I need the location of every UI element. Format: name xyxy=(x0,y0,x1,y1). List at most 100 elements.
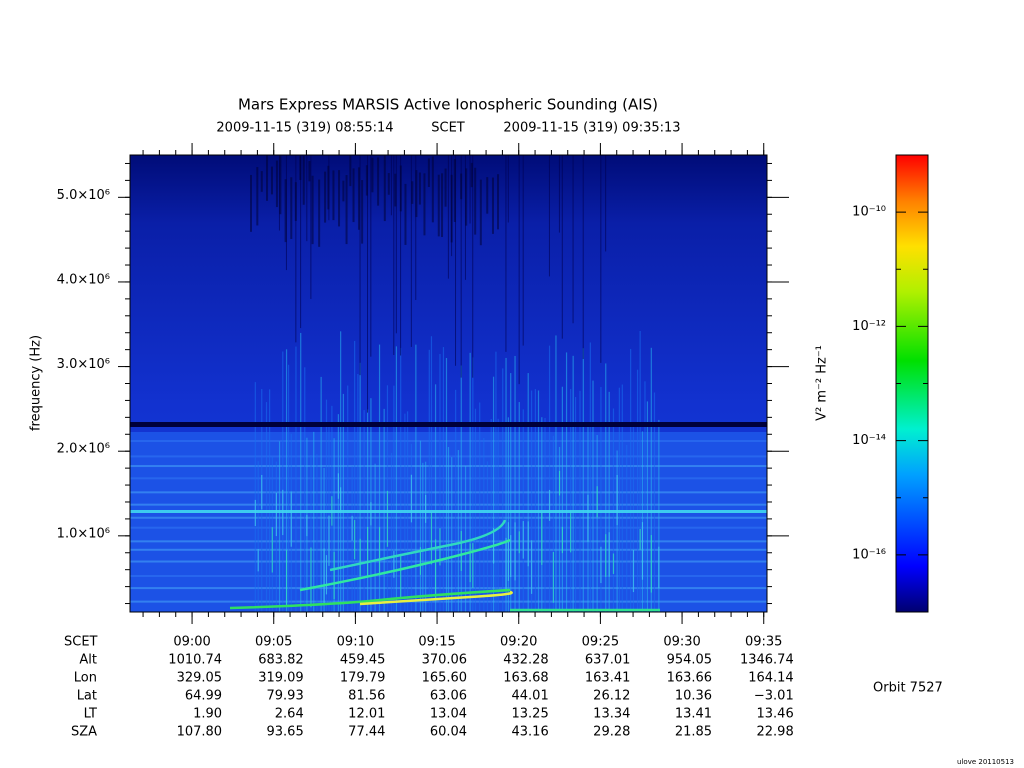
stripe-dark xyxy=(400,155,402,356)
top-dark xyxy=(486,177,489,214)
top-dark xyxy=(290,177,293,239)
stripe xyxy=(639,330,641,612)
stripe-hot xyxy=(530,540,533,594)
ephemeris-value: 163.68 xyxy=(503,671,549,686)
stripe xyxy=(579,390,581,612)
ephemeris-value: 164.14 xyxy=(748,671,794,686)
colorbar-tick-label: 10⁻¹⁶ xyxy=(852,547,886,562)
top-dark xyxy=(275,160,278,208)
dark-line xyxy=(130,422,767,427)
stripe-dark xyxy=(306,155,308,242)
stripe-hot xyxy=(527,521,529,567)
stripe-dark xyxy=(300,155,302,329)
ephemeris-name: LT xyxy=(84,707,97,722)
stripe-dark xyxy=(548,155,550,277)
stripe-hot xyxy=(608,532,610,577)
ephemeris-name: Lon xyxy=(74,671,97,686)
stripe xyxy=(374,463,376,612)
top-dark xyxy=(399,165,402,212)
stripe xyxy=(320,376,322,612)
stripe-hot xyxy=(460,531,462,571)
credit: ulove 20110513 xyxy=(957,758,1014,766)
stripe-dark xyxy=(469,155,471,224)
stripe xyxy=(304,367,306,612)
stripe xyxy=(469,352,471,612)
stripe-hot xyxy=(507,522,510,581)
stripe xyxy=(534,389,536,612)
x-tick-label: 09:10 xyxy=(337,635,374,650)
stripe xyxy=(621,384,623,612)
stripe xyxy=(419,440,422,612)
stripe-dark xyxy=(505,155,507,352)
stripe-hot xyxy=(370,502,372,526)
stripe-dark xyxy=(600,155,602,363)
top-dark xyxy=(302,155,305,205)
ephemeris-value: 954.05 xyxy=(667,653,713,668)
x-tick-label: 09:20 xyxy=(500,635,537,650)
stripe xyxy=(653,392,656,612)
echo-trace xyxy=(359,590,513,606)
stripe-hot xyxy=(419,547,422,575)
stripe xyxy=(325,399,328,612)
stripe xyxy=(378,344,381,612)
top-dark xyxy=(270,166,273,195)
stripe xyxy=(342,393,344,612)
x-tick-label: 09:00 xyxy=(173,635,210,650)
top-dark xyxy=(338,170,341,227)
top-dark xyxy=(371,157,374,193)
stripe-hot xyxy=(552,552,555,603)
ephemeris-value: 26.12 xyxy=(593,689,630,704)
y-tick-label: 2.0×10⁶ xyxy=(57,442,110,457)
ephemeris-value: 2.64 xyxy=(275,707,304,722)
top-dark xyxy=(299,155,302,180)
stripe xyxy=(605,363,607,612)
stripe-hot xyxy=(616,474,618,526)
stripe-dark xyxy=(415,155,417,300)
stripe-dark xyxy=(561,155,563,339)
stripe-dark xyxy=(310,155,312,299)
stripe-hot xyxy=(425,494,427,523)
stripe-hot xyxy=(306,514,308,537)
stripe xyxy=(574,396,577,612)
ephemeris-value: 79.93 xyxy=(267,689,304,704)
stripe xyxy=(422,462,424,612)
stripe xyxy=(447,447,450,612)
top-dark xyxy=(332,170,335,221)
stripe xyxy=(457,450,459,612)
stripe-hot xyxy=(271,527,273,573)
stripe-dark xyxy=(390,155,392,216)
ephemeris-value: 1010.74 xyxy=(168,653,222,668)
stripe xyxy=(390,452,393,612)
x-tick-label: 09:15 xyxy=(418,635,455,650)
stripe-hot xyxy=(340,487,342,513)
echo-trace xyxy=(329,519,507,572)
stripe-hot xyxy=(605,534,607,577)
stripe xyxy=(451,457,453,612)
stripe xyxy=(618,387,620,612)
x-axis-label: SCET xyxy=(64,635,98,650)
stripe xyxy=(483,438,485,612)
ephemeris-value: 13.04 xyxy=(430,707,467,722)
stripe xyxy=(357,374,359,612)
stripe xyxy=(410,443,413,612)
stripe-hot xyxy=(359,538,361,577)
stripe-dark xyxy=(367,155,369,413)
stripe-hot xyxy=(558,470,561,496)
echo-trace xyxy=(229,588,511,610)
stripe xyxy=(658,419,660,612)
stripe xyxy=(589,342,591,612)
stripe xyxy=(254,382,256,612)
top-dark xyxy=(479,179,482,246)
stripe-hot xyxy=(472,543,474,589)
stripe-dark xyxy=(605,155,607,252)
ephemeris-value: 319.09 xyxy=(258,671,304,686)
stripe-hot xyxy=(561,526,563,554)
ephemeris-value: −3.01 xyxy=(754,689,794,704)
stripe xyxy=(472,357,474,612)
stripe xyxy=(490,419,492,612)
stripe xyxy=(425,461,427,612)
stripe xyxy=(644,381,646,612)
stripe xyxy=(269,389,271,612)
ephemeris-value: 64.99 xyxy=(185,689,222,704)
stripe-hot xyxy=(257,549,259,572)
